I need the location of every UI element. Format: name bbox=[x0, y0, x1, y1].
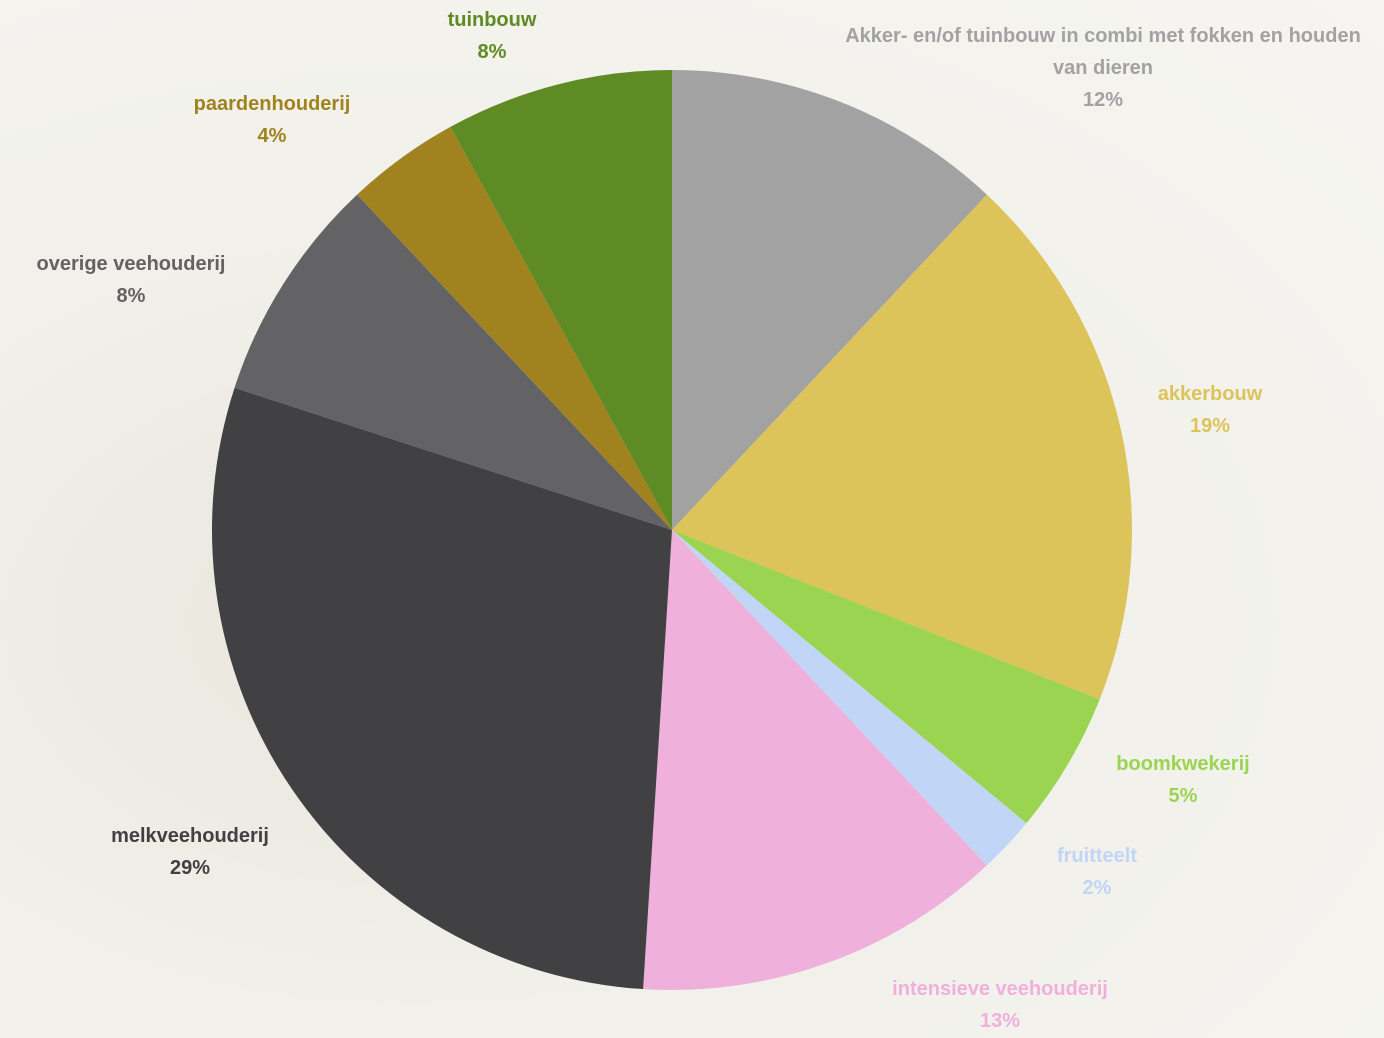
category-name: Akker- en/of tuinbouw in combi met fokke… bbox=[833, 20, 1373, 84]
category-name: paardenhouderij bbox=[152, 88, 392, 120]
value-label: 13% bbox=[840, 1005, 1160, 1037]
value-label: 8% bbox=[412, 36, 572, 68]
value-label: 19% bbox=[1110, 410, 1310, 442]
category-name: overige veehouderij bbox=[1, 248, 261, 280]
value-label: 4% bbox=[152, 120, 392, 152]
value-label: 29% bbox=[60, 852, 320, 884]
category-name: tuinbouw bbox=[412, 4, 572, 36]
value-label: 12% bbox=[833, 84, 1373, 116]
category-name: intensieve veehouderij bbox=[840, 973, 1160, 1005]
value-label: 8% bbox=[1, 280, 261, 312]
category-name: fruitteelt bbox=[1017, 840, 1177, 872]
category-name: boomkwekerij bbox=[1073, 748, 1293, 780]
category-name: akkerbouw bbox=[1110, 378, 1310, 410]
slice-label: Akker- en/of tuinbouw in combi met fokke… bbox=[833, 20, 1373, 116]
category-name: melkveehouderij bbox=[60, 820, 320, 852]
value-label: 2% bbox=[1017, 872, 1177, 904]
page: (() => { const data = JSON.parse(documen… bbox=[0, 0, 1384, 1038]
value-label: 5% bbox=[1073, 780, 1293, 812]
